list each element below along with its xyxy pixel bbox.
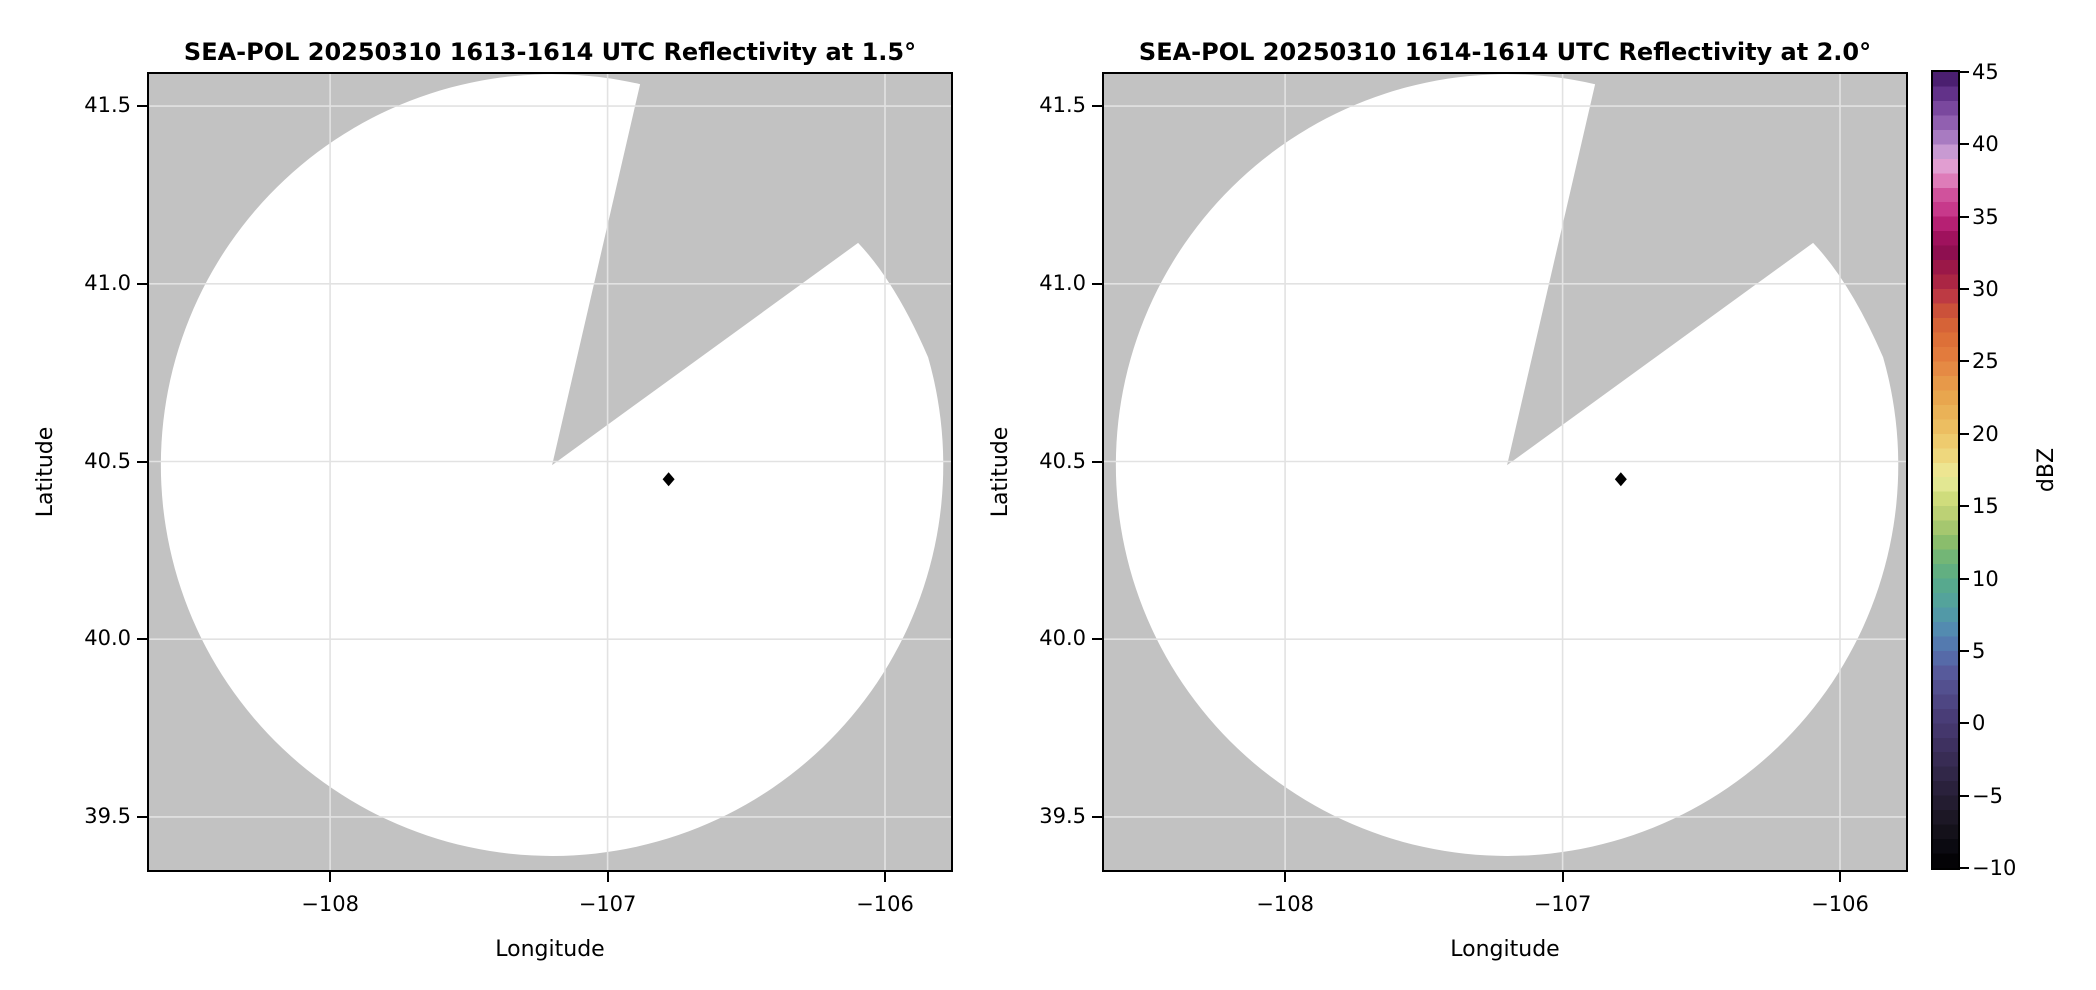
- colorbar-tick-label: 15: [1972, 494, 1999, 519]
- colorbar-tick-mark: [1960, 360, 1969, 363]
- y-tick-mark: [1092, 282, 1102, 285]
- colorbar: [1931, 70, 1960, 870]
- x-tick-mark: [329, 872, 332, 882]
- colorbar-tick-label: −10: [1972, 856, 2017, 880]
- axes-border: [147, 72, 953, 872]
- colorbar-tick-mark: [1960, 649, 1969, 652]
- colorbar-tick-label: 30: [1972, 277, 1999, 302]
- x-tick-label: −108: [301, 892, 359, 916]
- colorbar-tick-mark: [1960, 432, 1969, 435]
- colorbar-tick-mark: [1960, 288, 1969, 291]
- x-tick-mark: [884, 872, 887, 882]
- colorbar-axis-label: dBZ: [2034, 447, 2059, 493]
- colorbar-tick-mark: [1960, 722, 1969, 725]
- y-tick-label: 41.5: [1039, 93, 1086, 118]
- colorbar-tick-mark: [1960, 794, 1969, 797]
- colorbar-tick-label: 20: [1972, 421, 1999, 446]
- x-tick-mark: [1839, 872, 1842, 882]
- x-tick-label: −107: [578, 892, 637, 916]
- x-tick-label: −108: [1256, 892, 1314, 916]
- y-tick-label: 41.5: [84, 93, 131, 118]
- panel-title-left: SEA-POL 20250310 1613-1614 UTC Reflectiv…: [183, 37, 917, 66]
- y-tick-label: 39.5: [84, 803, 131, 828]
- y-tick-mark: [137, 638, 147, 641]
- colorbar-tick-label: 35: [1972, 204, 1999, 229]
- y-tick-label: 40.5: [1039, 448, 1086, 473]
- colorbar-tick-label: 10: [1972, 566, 1999, 591]
- ppi-plot-right: [1102, 72, 1908, 872]
- x-tick-mark: [1284, 872, 1287, 882]
- colorbar-tick-mark: [1960, 143, 1969, 146]
- y-tick-label: 40.0: [1039, 626, 1086, 651]
- colorbar-tick-label: 0: [1972, 711, 1986, 736]
- y-tick-mark: [1092, 460, 1102, 463]
- colorbar-tick-label: 5: [1972, 638, 1986, 663]
- colorbar-tick-mark: [1960, 71, 1969, 73]
- ppi-plot-left: [147, 72, 953, 872]
- y-tick-label: 40.5: [84, 448, 131, 473]
- y-tick-mark: [137, 282, 147, 285]
- y-tick-mark: [137, 105, 147, 108]
- y-tick-mark: [1092, 638, 1102, 641]
- colorbar-tick-label: 40: [1972, 132, 1999, 157]
- colorbar-tick-mark: [1960, 505, 1969, 508]
- x-tick-label: −107: [1533, 892, 1592, 916]
- x-tick-mark: [606, 872, 609, 882]
- radar-coverage-area: [160, 74, 944, 856]
- colorbar-tick-label: −5: [1972, 783, 2003, 808]
- y-tick-label: 41.0: [1039, 270, 1086, 295]
- y-tick-mark: [137, 815, 147, 818]
- y-tick-label: 40.0: [84, 626, 131, 651]
- x-axis-label-left: Longitude: [495, 937, 605, 962]
- y-tick-label: 39.5: [1039, 803, 1086, 828]
- radar-coverage-area: [1115, 74, 1899, 856]
- colorbar-tick-mark: [1960, 867, 1969, 869]
- y-tick-mark: [137, 460, 147, 463]
- colorbar-tick-mark: [1960, 215, 1969, 218]
- axes-border: [1102, 72, 1908, 872]
- colorbar-tick-label: 45: [1972, 60, 1999, 84]
- panel-title-right: SEA-POL 20250310 1614-1614 UTC Reflectiv…: [1138, 37, 1872, 66]
- y-tick-mark: [1092, 815, 1102, 818]
- x-tick-label: −106: [856, 892, 914, 916]
- x-axis-label-right: Longitude: [1450, 937, 1560, 962]
- colorbar-tick-label: 25: [1972, 349, 1999, 374]
- x-tick-label: −106: [1811, 892, 1869, 916]
- y-tick-label: 41.0: [84, 270, 131, 295]
- y-tick-mark: [1092, 105, 1102, 108]
- colorbar-tick-mark: [1960, 577, 1969, 580]
- reflectivity-data-point: [1614, 472, 1627, 487]
- x-tick-mark: [1561, 872, 1564, 882]
- reflectivity-data-point: [662, 472, 675, 487]
